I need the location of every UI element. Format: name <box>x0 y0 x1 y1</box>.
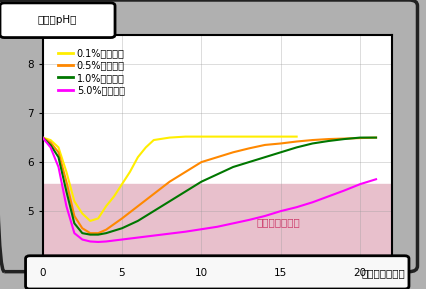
Text: 20: 20 <box>354 268 367 278</box>
Text: 10: 10 <box>195 268 208 278</box>
Legend: 0.1%の砂糖液, 0.5%の砂糖液, 1.0%の砂糖液, 5.0%の砂糖液: 0.1%の砂糖液, 0.5%の砂糖液, 1.0%の砂糖液, 5.0%の砂糖液 <box>55 44 129 99</box>
Text: 歯垢（pH）: 歯垢（pH） <box>38 15 77 25</box>
Text: 0: 0 <box>39 268 46 278</box>
Text: 15: 15 <box>274 268 288 278</box>
Bar <box>43 184 392 260</box>
Text: 経過時間（分）: 経過時間（分） <box>362 268 405 278</box>
Text: 歯が溶け出す域: 歯が溶け出す域 <box>257 217 301 227</box>
Text: 5: 5 <box>119 268 125 278</box>
